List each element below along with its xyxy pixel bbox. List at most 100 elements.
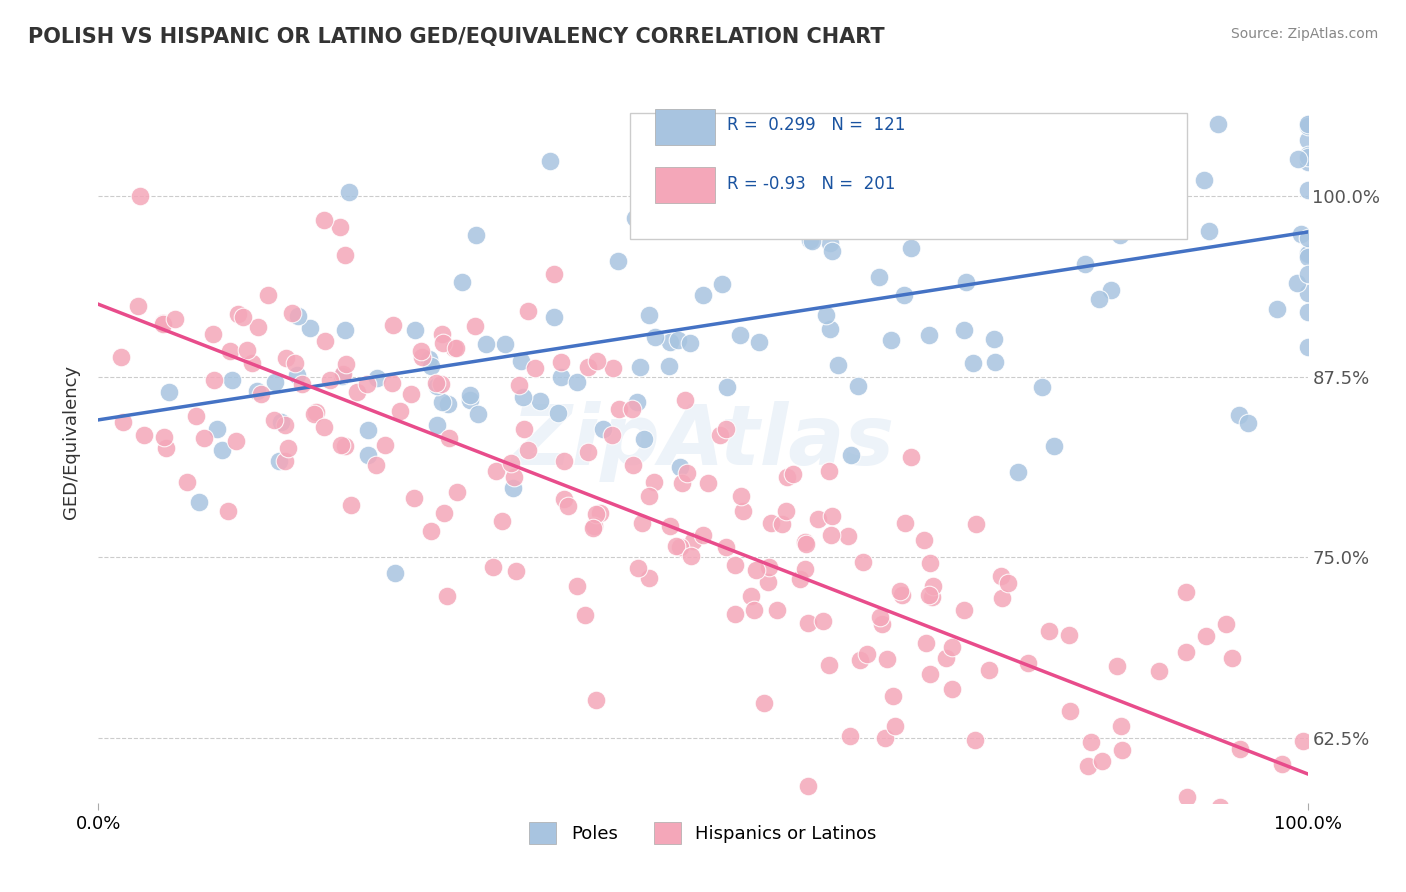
Point	[1296, 117, 1319, 131]
Point	[263, 413, 285, 427]
Point	[314, 212, 336, 227]
Point	[246, 320, 269, 334]
Point	[668, 540, 690, 554]
Point	[758, 559, 780, 574]
Point	[547, 406, 569, 420]
Text: POLISH VS HISPANIC OR LATINO GED/EQUIVALENCY CORRELATION CHART: POLISH VS HISPANIC OR LATINO GED/EQUIVAL…	[28, 27, 884, 46]
Point	[1043, 439, 1066, 453]
Point	[384, 566, 406, 580]
Point	[382, 318, 405, 333]
Point	[889, 204, 911, 219]
Point	[794, 536, 817, 550]
Point	[752, 198, 775, 212]
Point	[893, 288, 915, 302]
Point	[679, 549, 702, 564]
Point	[433, 506, 456, 520]
Point	[330, 437, 353, 451]
Point	[1271, 757, 1294, 772]
Point	[346, 384, 368, 399]
Point	[232, 310, 254, 325]
Point	[744, 564, 766, 578]
FancyBboxPatch shape	[630, 112, 1187, 239]
Point	[202, 327, 225, 342]
Point	[436, 397, 458, 411]
Point	[1059, 627, 1081, 641]
Point	[152, 317, 174, 331]
Point	[502, 481, 524, 495]
Point	[730, 198, 752, 212]
Point	[333, 323, 356, 337]
Point	[281, 306, 304, 320]
Point	[827, 359, 849, 373]
Point	[868, 269, 890, 284]
Point	[553, 491, 575, 506]
Point	[1292, 734, 1315, 748]
Point	[621, 458, 644, 473]
Point	[1213, 839, 1236, 854]
Point	[759, 516, 782, 531]
Point	[219, 344, 242, 359]
Point	[585, 693, 607, 707]
Point	[302, 407, 325, 421]
Point	[797, 616, 820, 631]
Point	[155, 441, 177, 455]
Point	[366, 370, 388, 384]
Point	[467, 407, 489, 421]
Point	[567, 579, 589, 593]
Point	[891, 588, 914, 602]
Point	[163, 312, 186, 326]
Point	[983, 355, 1005, 369]
Point	[997, 576, 1019, 591]
Point	[127, 299, 149, 313]
Point	[716, 380, 738, 394]
Point	[873, 731, 896, 745]
Point	[1206, 117, 1229, 131]
Point	[876, 652, 898, 666]
Point	[626, 395, 648, 409]
Text: Source: ZipAtlas.com: Source: ZipAtlas.com	[1230, 27, 1378, 41]
Point	[638, 308, 661, 322]
Point	[491, 514, 513, 528]
Point	[807, 512, 830, 526]
Point	[775, 504, 797, 518]
Point	[766, 603, 789, 617]
Point	[333, 439, 356, 453]
Point	[624, 211, 647, 226]
Point	[922, 579, 945, 593]
Point	[211, 443, 233, 458]
Point	[430, 376, 453, 391]
Point	[314, 334, 336, 348]
Point	[962, 355, 984, 369]
Point	[883, 719, 905, 733]
Point	[494, 336, 516, 351]
Point	[658, 359, 681, 373]
Point	[274, 351, 297, 365]
Point	[900, 450, 922, 464]
Point	[432, 335, 454, 350]
Point	[446, 484, 468, 499]
Point	[250, 387, 273, 401]
Point	[801, 235, 824, 249]
Point	[205, 422, 228, 436]
Point	[335, 357, 357, 371]
Point	[1220, 651, 1243, 665]
Point	[983, 332, 1005, 346]
Point	[714, 422, 737, 436]
Point	[264, 376, 287, 390]
Point	[443, 341, 465, 355]
Point	[1007, 465, 1029, 479]
Point	[550, 355, 572, 369]
Point	[965, 175, 987, 189]
Point	[411, 350, 433, 364]
Point	[425, 376, 447, 390]
Point	[754, 696, 776, 710]
Point	[1077, 758, 1099, 772]
Point	[287, 368, 309, 383]
Point	[329, 219, 352, 234]
Point	[298, 320, 321, 334]
Point	[1229, 408, 1251, 422]
FancyBboxPatch shape	[655, 109, 716, 145]
Point	[1296, 268, 1319, 282]
Point	[839, 448, 862, 462]
Point	[692, 527, 714, 541]
